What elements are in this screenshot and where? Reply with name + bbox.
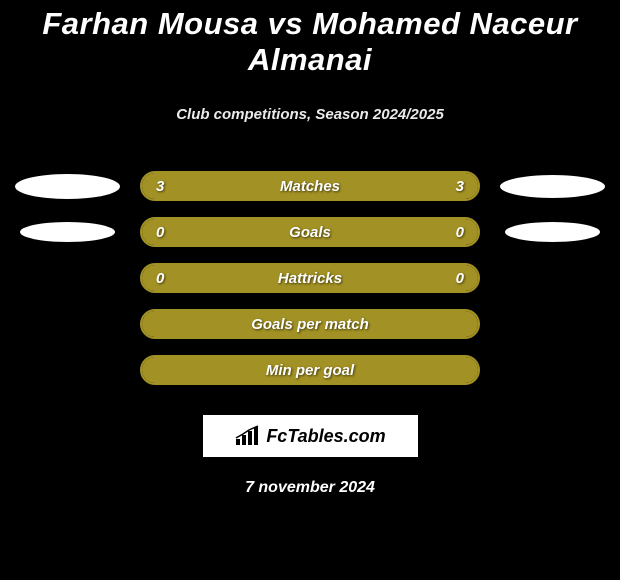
subtitle: Club competitions, Season 2024/2025 bbox=[10, 106, 610, 123]
comparison-widget: Farhan Mousa vs Mohamed Naceur Almanai C… bbox=[0, 0, 620, 497]
bar-chart-icon bbox=[234, 425, 260, 447]
stat-value-right: 3 bbox=[456, 178, 464, 195]
stat-label: Matches bbox=[280, 178, 340, 195]
stat-label: Goals per match bbox=[251, 316, 369, 333]
stat-bar: Min per goal bbox=[140, 355, 480, 385]
stat-label: Goals bbox=[289, 224, 331, 241]
player-right-oval bbox=[500, 220, 605, 245]
stat-value-left: 3 bbox=[156, 178, 164, 195]
stat-bar: 0 Goals 0 bbox=[140, 217, 480, 247]
player-right-oval bbox=[500, 174, 605, 199]
logo-box[interactable]: FcTables.com bbox=[203, 415, 418, 457]
stats-rows: 3 Matches 3 0 Goals 0 0 Hattricks 0 Goals per mat… bbox=[10, 163, 610, 393]
page-title: Farhan Mousa vs Mohamed Naceur Almanai bbox=[10, 0, 610, 78]
stat-bar: 0 Hattricks 0 bbox=[140, 263, 480, 293]
stat-label: Hattricks bbox=[278, 270, 342, 287]
stat-row: Min per goal bbox=[10, 347, 610, 393]
stat-bar: 3 Matches 3 bbox=[140, 171, 480, 201]
stat-row: 3 Matches 3 bbox=[10, 163, 610, 209]
stat-value-left: 0 bbox=[156, 224, 164, 241]
stat-row: Goals per match bbox=[10, 301, 610, 347]
date-label: 7 november 2024 bbox=[10, 479, 610, 497]
logo-text: FcTables.com bbox=[266, 426, 385, 447]
stat-row: 0 Goals 0 bbox=[10, 209, 610, 255]
player-left-oval bbox=[15, 174, 120, 199]
stat-value-right: 0 bbox=[456, 224, 464, 241]
stat-value-right: 0 bbox=[456, 270, 464, 287]
player-left-oval bbox=[15, 220, 120, 245]
stat-bar: Goals per match bbox=[140, 309, 480, 339]
stat-value-left: 0 bbox=[156, 270, 164, 287]
stat-row: 0 Hattricks 0 bbox=[10, 255, 610, 301]
stat-label: Min per goal bbox=[266, 362, 354, 379]
